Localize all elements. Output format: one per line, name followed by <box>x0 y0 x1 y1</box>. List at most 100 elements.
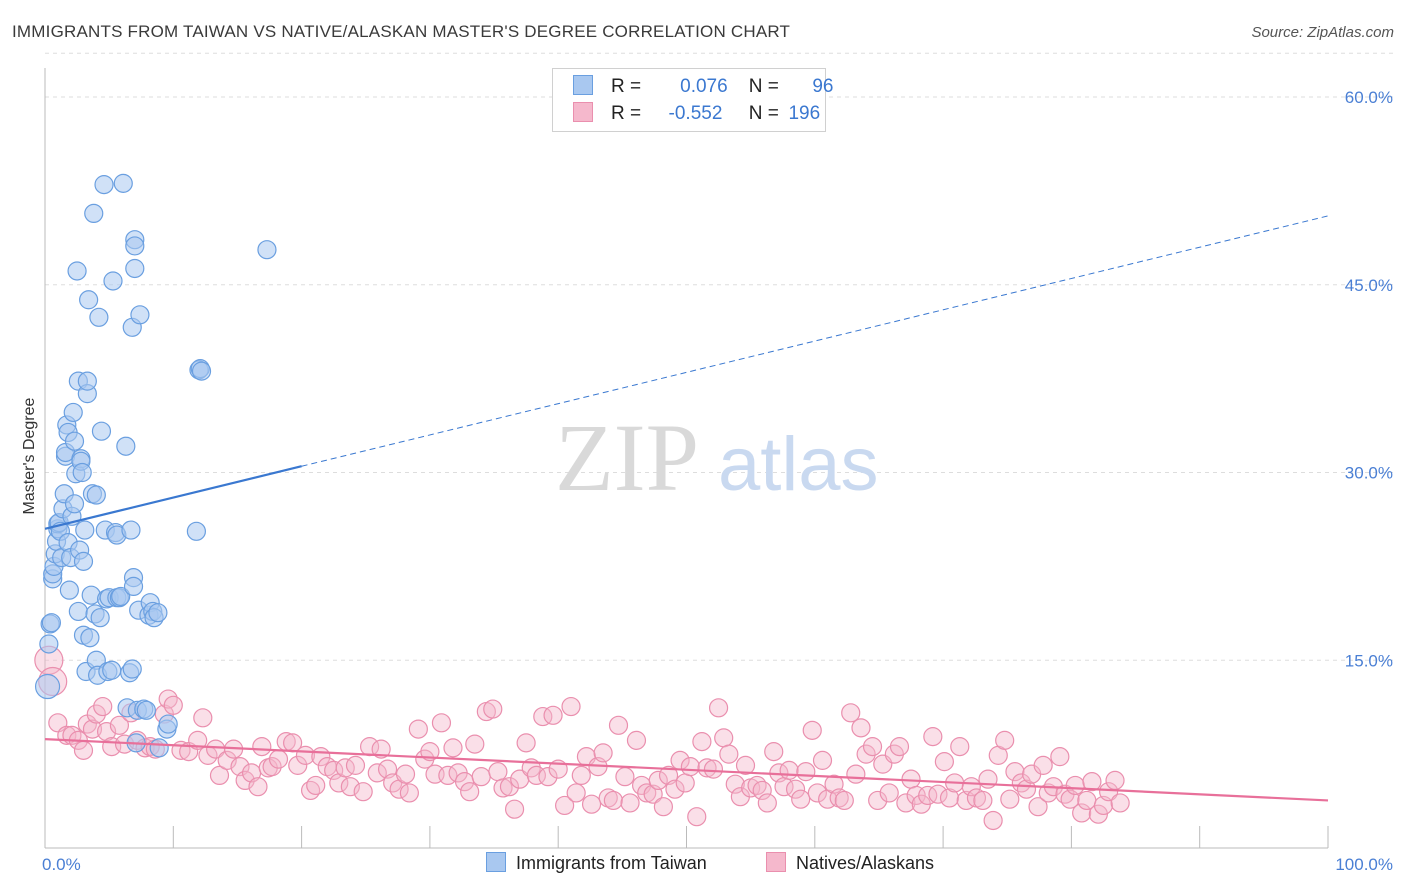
tick-labels: 15.0% 30.0% 45.0% 60.0% 0.0% 100.0% <box>42 88 1393 874</box>
natives-point <box>752 780 772 801</box>
legend-n-value: 96 <box>812 76 834 97</box>
y-tick-label: 15.0% <box>1345 651 1393 670</box>
natives-point <box>995 730 1015 750</box>
natives-point <box>1110 793 1130 813</box>
natives-point <box>725 774 745 794</box>
taiwan-point <box>89 307 109 327</box>
legend-n-label: N = <box>748 76 779 97</box>
natives-point <box>675 773 695 793</box>
y-axis-label: Master's Degree <box>21 397 38 514</box>
y-tick-label: 60.0% <box>1345 88 1393 107</box>
taiwan-point <box>125 236 145 256</box>
natives-point <box>593 743 613 763</box>
natives-point <box>504 799 525 819</box>
x-tick-label: 100.0% <box>1335 855 1393 874</box>
natives-point <box>889 737 910 757</box>
taiwan-point <box>125 258 145 279</box>
natives-point <box>1000 789 1020 809</box>
trend-lines <box>44 215 1329 802</box>
natives-point <box>566 783 586 803</box>
natives-point <box>692 732 712 752</box>
natives-point <box>408 719 428 739</box>
legend-row-natives: R = -0.552 N = 196 <box>573 102 820 126</box>
bottom-legend-swatch-pink <box>766 852 786 872</box>
natives-point <box>719 744 739 764</box>
taiwan-trend-extension <box>301 215 1329 467</box>
natives-point <box>109 715 130 735</box>
natives-point <box>1050 747 1070 767</box>
natives-point <box>158 689 178 709</box>
taiwan-point <box>136 700 156 720</box>
natives-point <box>665 779 685 799</box>
natives-point <box>620 793 640 813</box>
natives-point <box>193 708 213 728</box>
natives-point <box>73 740 94 760</box>
natives-point <box>939 788 960 808</box>
natives-point <box>846 764 866 784</box>
natives-point <box>1072 803 1092 823</box>
natives-point <box>367 763 387 783</box>
natives-point <box>252 737 272 757</box>
natives-point <box>841 703 861 723</box>
natives-point <box>648 770 668 791</box>
taiwan-point <box>186 521 206 541</box>
natives-point <box>460 782 480 802</box>
natives-point <box>703 759 724 779</box>
natives-point <box>637 783 657 803</box>
natives-points <box>34 645 1130 831</box>
natives-point <box>163 695 183 715</box>
natives-point <box>93 696 113 717</box>
taiwan-points <box>34 173 277 758</box>
taiwan-point <box>130 305 150 325</box>
natives-point <box>571 765 591 786</box>
natives-point <box>543 705 563 725</box>
natives-point <box>82 719 103 739</box>
natives-point <box>483 699 503 719</box>
natives-point <box>680 757 700 777</box>
natives-point <box>581 794 602 814</box>
watermark-atlas: atlas <box>718 422 879 507</box>
natives-point <box>735 755 756 775</box>
natives-point <box>268 749 289 769</box>
watermark: ZIP atlas <box>555 404 879 511</box>
natives-point <box>499 777 520 797</box>
natives-point <box>533 706 553 727</box>
natives-point <box>493 778 513 798</box>
taiwan-point <box>64 431 85 451</box>
taiwan-point <box>191 361 212 381</box>
taiwan-point <box>84 203 104 224</box>
natives-point <box>1038 783 1058 803</box>
natives-point <box>879 783 899 803</box>
natives-point <box>802 720 822 740</box>
natives-point <box>851 718 871 738</box>
natives-point <box>812 750 833 770</box>
natives-point <box>868 790 888 811</box>
taiwan-point <box>103 271 123 291</box>
natives-point <box>928 784 948 804</box>
natives-point <box>371 739 391 759</box>
taiwan-point <box>68 601 88 622</box>
natives-point <box>1065 775 1085 796</box>
natives-point <box>488 762 508 782</box>
natives-point <box>764 742 784 762</box>
natives-point <box>1099 782 1119 802</box>
taiwan-point <box>73 551 94 571</box>
natives-point <box>714 728 734 748</box>
natives-point <box>603 790 623 811</box>
natives-point <box>791 789 811 809</box>
legend-r-label: R = <box>611 103 642 124</box>
bottom-legend-swatch-blue <box>486 852 506 872</box>
natives-point <box>1082 772 1102 792</box>
natives-point <box>1005 762 1025 782</box>
natives-point <box>86 704 106 724</box>
taiwan-trend-line <box>44 465 302 530</box>
natives-point <box>465 734 485 754</box>
bottom-legend-label: Natives/Alaskans <box>796 853 935 873</box>
natives-point <box>262 757 282 777</box>
taiwan-point <box>64 494 85 514</box>
natives-point <box>829 788 849 808</box>
natives-point <box>555 795 575 816</box>
natives-point <box>807 783 827 803</box>
source-label: Source: ZipAtlas.com <box>1251 24 1394 41</box>
